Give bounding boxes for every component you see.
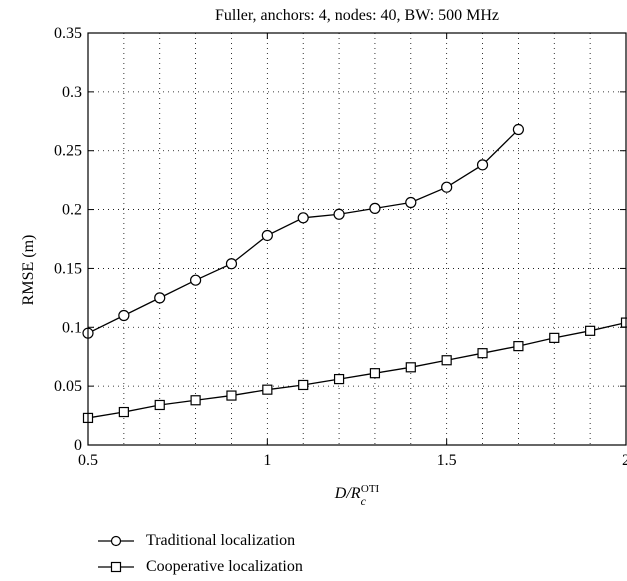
data-point-traditional — [225, 258, 238, 270]
chart-title: Fuller, anchors: 4, nodes: 40, BW: 500 M… — [215, 7, 499, 24]
data-point-cooperative — [369, 368, 381, 379]
legend: Traditional localization Cooperative loc… — [98, 528, 303, 580]
grid — [88, 33, 626, 445]
data-point-cooperative — [298, 379, 309, 391]
y-tick-label: 0.15 — [54, 260, 82, 277]
data-point-cooperative — [477, 348, 488, 359]
legend-label-cooperative: Cooperative localization — [146, 558, 303, 575]
series-line-traditional — [87, 129, 519, 334]
data-point-cooperative — [333, 373, 345, 385]
y-tick-label: 0.05 — [54, 378, 82, 395]
series-layer — [82, 123, 627, 424]
legend-square-marker-icon — [98, 561, 134, 573]
legend-circle-marker-icon — [98, 535, 134, 547]
legend-item-traditional: Traditional localization — [98, 528, 303, 554]
data-point-cooperative — [154, 399, 165, 411]
x-tick-label: 1 — [263, 452, 271, 469]
x-tick-label: 2 — [622, 452, 627, 469]
data-point-traditional — [512, 123, 525, 136]
y-tick-label: 0.1 — [62, 319, 82, 336]
x-tick-label: 0.5 — [78, 452, 98, 469]
x-axis-label: D/RcOTI — [334, 483, 380, 508]
series-line-cooperative — [87, 321, 627, 419]
y-tick-label: 0.3 — [62, 84, 82, 101]
data-point-cooperative — [441, 355, 452, 366]
data-point-traditional — [190, 274, 202, 286]
data-point-traditional — [476, 159, 489, 171]
data-point-cooperative — [549, 332, 560, 343]
legend-item-cooperative: Cooperative localization — [98, 554, 303, 580]
data-point-traditional — [297, 212, 309, 224]
data-point-cooperative — [118, 406, 129, 418]
y-tick-label: 0.2 — [62, 202, 82, 219]
legend-label-traditional: Traditional localization — [146, 532, 296, 549]
y-tick-label: 0.35 — [54, 25, 82, 42]
data-point-traditional — [154, 292, 166, 304]
data-point-cooperative — [513, 341, 524, 352]
data-point-traditional — [118, 309, 130, 322]
plot-frame — [87, 32, 627, 446]
data-point-traditional — [333, 208, 345, 220]
y-axis-label: RMSE (m) — [20, 235, 37, 306]
line-chart: Fuller, anchors: 4, nodes: 40, BW: 500 M… — [20, 7, 627, 508]
data-point-traditional — [405, 196, 417, 209]
data-point-cooperative — [262, 384, 273, 395]
data-point-traditional — [441, 181, 453, 193]
data-point-cooperative — [190, 395, 201, 406]
data-point-traditional — [261, 229, 273, 242]
x-tick-label: 1.5 — [437, 452, 457, 469]
axis-ticks: 0 0.05 0.1 0.15 0.2 0.25 0.3 0.35 0.5 1 1.5 2 — [54, 25, 627, 469]
y-tick-label: 0.25 — [54, 143, 82, 160]
data-point-cooperative — [585, 325, 596, 336]
y-tick-label: 0 — [74, 437, 82, 454]
data-point-traditional — [369, 202, 381, 214]
data-point-cooperative — [405, 362, 416, 373]
data-point-cooperative — [226, 390, 237, 401]
